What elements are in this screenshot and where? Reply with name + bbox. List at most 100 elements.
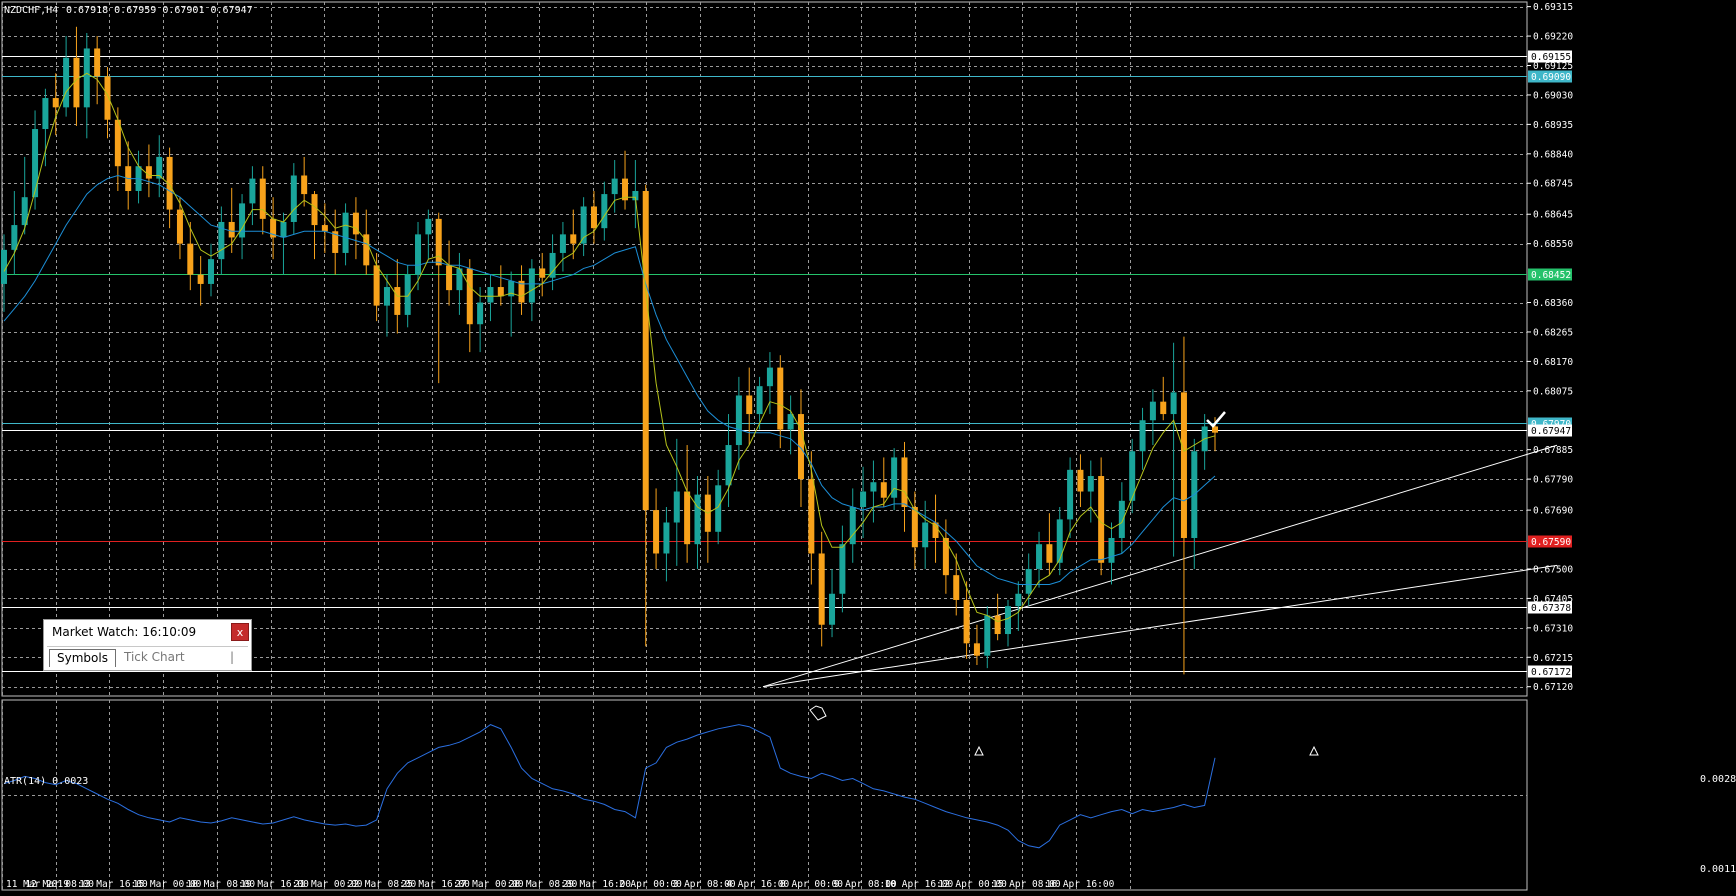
price-tick-label: 0.68645 bbox=[1533, 210, 1573, 221]
candle-body bbox=[487, 287, 494, 303]
candle-body bbox=[901, 457, 908, 508]
price-tick-label: 0.67310 bbox=[1533, 623, 1573, 634]
time-tick-label: 12 Apr 00:00 bbox=[938, 879, 1007, 890]
level-price-label: 0.67590 bbox=[1531, 537, 1571, 548]
time-tick-label: 25 Mar 16:00 bbox=[401, 879, 470, 890]
candle-body bbox=[301, 175, 308, 195]
candle-body bbox=[63, 57, 70, 108]
atr-scale-bottom: 0.0011 bbox=[1700, 864, 1736, 875]
candle-body bbox=[1067, 469, 1074, 520]
candle-body bbox=[290, 175, 297, 222]
chart-grid bbox=[1, 1, 1528, 891]
chart-ohlc-label: 0.67918 0.67959 0.67901 0.67947 bbox=[66, 5, 253, 16]
tab-separator: | bbox=[230, 650, 235, 664]
time-tick-label: 4 Apr 16:00 bbox=[726, 879, 789, 890]
candle-body bbox=[808, 479, 815, 554]
atr-line bbox=[3, 724, 1216, 849]
price-tick-label: 0.68550 bbox=[1533, 239, 1573, 250]
candle-body bbox=[1212, 426, 1218, 433]
candle-body bbox=[176, 209, 183, 244]
market-watch-window[interactable]: Market Watch: 16:10:09 x Symbols Tick Ch… bbox=[43, 619, 252, 671]
candle-body bbox=[601, 194, 608, 229]
candle-body bbox=[73, 57, 80, 108]
candle-body bbox=[21, 197, 28, 226]
candle-body bbox=[1077, 469, 1084, 492]
horizontal-levels[interactable]: 0.691550.690900.684520.679700.679470.675… bbox=[2, 50, 1572, 679]
price-tick-label: 0.68265 bbox=[1533, 327, 1573, 338]
level-price-box bbox=[1528, 601, 1572, 614]
candlesticks bbox=[1, 26, 1218, 675]
level-price-box bbox=[1528, 268, 1572, 281]
candle-body bbox=[239, 203, 246, 238]
candle-body bbox=[1108, 537, 1115, 563]
check-icon bbox=[1206, 411, 1226, 428]
level-price-box bbox=[1528, 70, 1572, 83]
candle-body bbox=[145, 166, 152, 179]
time-tick-label: 3 Apr 08:00 bbox=[673, 879, 736, 890]
candle-body bbox=[735, 395, 742, 446]
trendlines[interactable] bbox=[762, 444, 1558, 688]
candle-body bbox=[922, 522, 929, 548]
price-tick-label: 0.68170 bbox=[1533, 357, 1573, 368]
candle-body bbox=[249, 178, 256, 204]
trendline bbox=[762, 564, 1558, 688]
candle-body bbox=[715, 485, 722, 532]
candle-body bbox=[508, 280, 515, 297]
price-tick-label: 0.67405 bbox=[1533, 594, 1573, 605]
time-tick-label: 10 Apr 16:00 bbox=[885, 879, 954, 890]
candle-body bbox=[994, 615, 1001, 635]
candle-body bbox=[259, 178, 266, 219]
time-tick-label: 8 Apr 00:00 bbox=[780, 879, 843, 890]
atr-label: ATR(14) 0.0023 bbox=[4, 776, 88, 787]
candle-body bbox=[1149, 401, 1156, 421]
level-price-label: 0.69090 bbox=[1531, 72, 1571, 83]
time-tick-label: 15 Mar 00:00 bbox=[133, 879, 202, 890]
level-price-label: 0.69155 bbox=[1531, 52, 1571, 63]
candle-body bbox=[797, 414, 804, 480]
candle-body bbox=[942, 537, 949, 576]
tab-symbols[interactable]: Symbols bbox=[49, 649, 116, 667]
candle-body bbox=[829, 593, 836, 625]
time-tick-label: 13 Mar 16:00 bbox=[79, 879, 148, 890]
close-icon[interactable]: x bbox=[231, 623, 249, 641]
candle-body bbox=[270, 218, 277, 238]
candle-body bbox=[663, 522, 670, 554]
candle-body bbox=[849, 507, 856, 545]
candle-body bbox=[766, 367, 773, 387]
candle-body bbox=[622, 178, 629, 201]
candle-body bbox=[94, 48, 101, 77]
candle-body bbox=[32, 129, 39, 198]
candle-body bbox=[1, 249, 7, 284]
candle-body bbox=[383, 287, 390, 306]
chart-markers bbox=[809, 411, 1319, 756]
time-tick-label: 2 Apr 00:00 bbox=[619, 879, 682, 890]
arrow-icon bbox=[1309, 745, 1319, 756]
time-tick-label: 9 Apr 08:00 bbox=[834, 879, 897, 890]
candle-body bbox=[1025, 568, 1032, 594]
time-tick-label: 21 Mar 00:00 bbox=[294, 879, 363, 890]
atr-scale-top: 0.0028 bbox=[1700, 774, 1736, 785]
market-watch-tabs: Symbols Tick Chart | bbox=[47, 646, 248, 667]
price-tick-label: 0.68360 bbox=[1533, 298, 1573, 309]
candle-body bbox=[911, 507, 918, 548]
tab-tick-chart[interactable]: Tick Chart bbox=[124, 650, 185, 664]
candle-body bbox=[435, 218, 442, 266]
chart-symbol-label: NZDCHF,H4 bbox=[4, 5, 58, 16]
price-tick-label: 0.68935 bbox=[1533, 120, 1573, 131]
time-tick-label: 11 Mar 2019 bbox=[6, 879, 69, 890]
candle-body bbox=[684, 491, 691, 545]
candle-body bbox=[394, 287, 401, 315]
candle-body bbox=[611, 178, 618, 195]
candle-body bbox=[1036, 544, 1043, 569]
price-tick-label: 0.69125 bbox=[1533, 61, 1573, 72]
candle-body bbox=[42, 98, 49, 130]
candle-body bbox=[549, 252, 556, 278]
candle-body bbox=[280, 221, 287, 238]
candle-body bbox=[984, 615, 991, 656]
price-tick-label: 0.67500 bbox=[1533, 564, 1573, 575]
ma-fast-line bbox=[3, 72, 1216, 623]
candle-body bbox=[342, 212, 349, 253]
candle-body bbox=[973, 643, 980, 656]
candle-body bbox=[363, 234, 370, 266]
